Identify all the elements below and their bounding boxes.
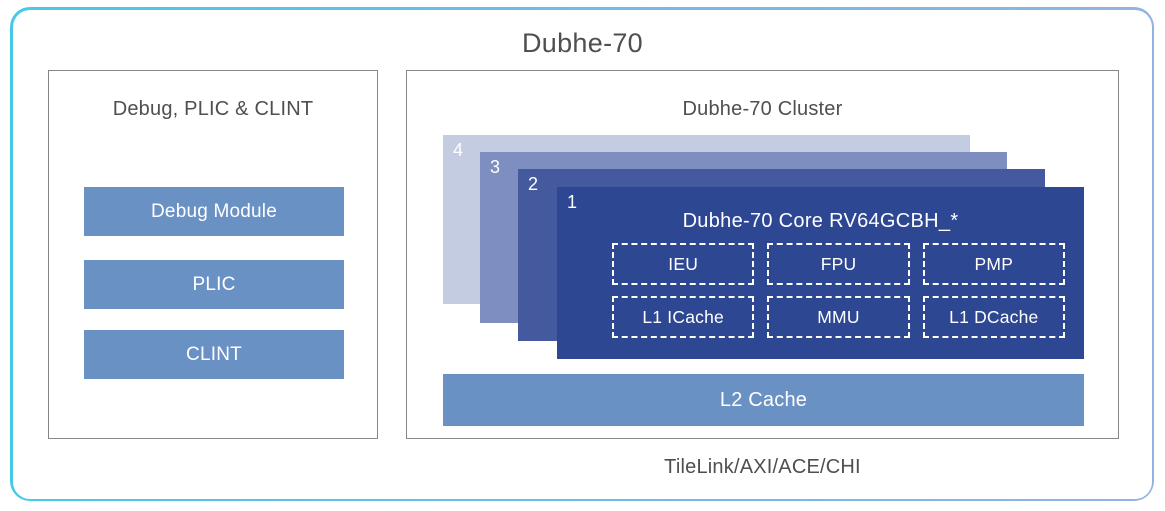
core-layer-4-label: 4 [453,140,464,160]
core-layer-1-label: 1 [567,192,578,212]
core-unit-grid: IEU FPU PMP L1 ICache MMU L1 DCache [612,243,1065,338]
cluster-panel: Dubhe-70 Cluster 4 3 2 1 Dubhe-70 Core R… [406,70,1119,439]
unit-fpu: FPU [767,243,910,285]
debug-plic-clint-panel-title: Debug, PLIC & CLINT [112,98,314,120]
block-debug-module: Debug Module [84,187,344,236]
l2-cache-bar: L2 Cache [443,374,1084,426]
page-title: Dubhe-70 [522,28,643,58]
cluster-panel-title: Dubhe-70 Cluster [682,98,843,120]
unit-mmu: MMU [767,296,910,338]
core-layer-2-label: 2 [528,174,539,194]
core-layer-3-label: 3 [490,157,501,177]
unit-ieu: IEU [612,243,755,285]
block-clint: CLINT [84,330,344,379]
core-title: Dubhe-70 Core RV64GCBH_* [682,210,959,232]
unit-l1-icache: L1 ICache [612,296,755,338]
unit-l1-dcache: L1 DCache [922,296,1065,338]
core-card-layer-1: 1 Dubhe-70 Core RV64GCBH_* IEU FPU PMP L… [557,187,1084,359]
block-plic: PLIC [84,260,344,309]
bus-label: TileLink/AXI/ACE/CHI [664,456,861,478]
unit-pmp: PMP [922,243,1065,285]
debug-plic-clint-panel: Debug, PLIC & CLINT Debug Module PLIC CL… [48,70,378,439]
